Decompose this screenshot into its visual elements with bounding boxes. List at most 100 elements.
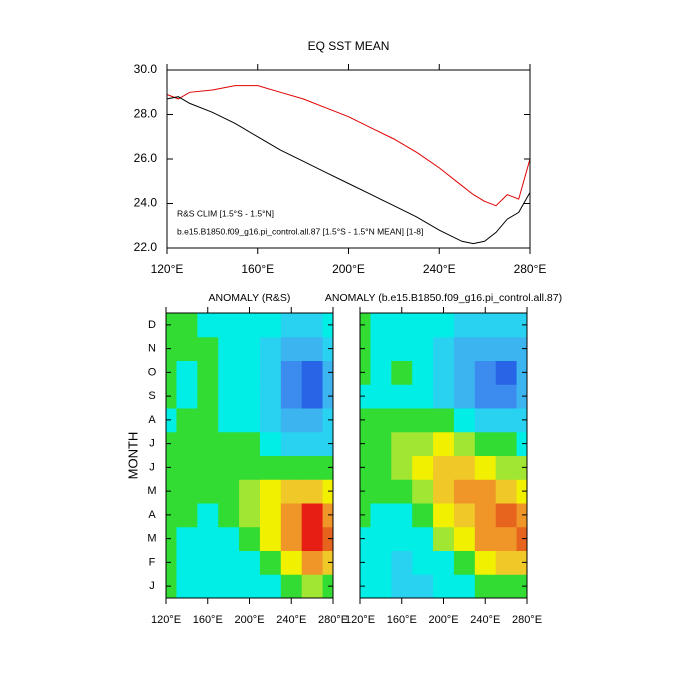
chart-title: ANOMALY (b.e15.B1850.f09_g16.pi_control.… — [325, 292, 562, 304]
x-tick-label: 200°E — [332, 262, 365, 276]
contour-cell — [280, 431, 303, 456]
contour-cell — [176, 408, 198, 433]
y-tick-label: M — [147, 533, 156, 545]
x-tick-label: 200°E — [234, 614, 264, 626]
contour-cell — [166, 360, 177, 385]
y-tick-label: 28.0 — [134, 107, 158, 121]
contour-cell — [218, 479, 240, 504]
contour-cell — [453, 336, 476, 361]
contour-cell — [391, 503, 413, 528]
contour-cell — [412, 550, 434, 575]
contour-cell — [301, 384, 324, 409]
contour-cell — [218, 550, 240, 575]
contour-cell — [433, 455, 455, 480]
contour-cell — [391, 313, 413, 338]
contour-cell — [218, 431, 240, 456]
y-tick-label: J — [149, 438, 155, 450]
contour-cell — [259, 550, 282, 575]
contour-cell — [433, 550, 455, 575]
contour-cell — [433, 408, 455, 433]
contour-cell — [495, 408, 518, 433]
x-tick-label: 240°E — [470, 614, 500, 626]
contour-cell — [453, 313, 476, 338]
contour-cell — [412, 455, 434, 480]
plot-frame — [165, 312, 334, 599]
contour-cell — [166, 336, 177, 361]
contour-cell — [495, 313, 518, 338]
contour-cell — [280, 550, 303, 575]
x-tick-label: 160°E — [241, 262, 274, 276]
x-tick-label: 240°E — [276, 614, 306, 626]
plot-frame — [359, 312, 528, 599]
contour-cell — [453, 455, 476, 480]
contour-cell — [453, 360, 476, 385]
contour-cell — [391, 574, 413, 599]
contour-cell — [259, 313, 282, 338]
contour-cell — [301, 526, 324, 551]
contour-cell — [301, 431, 324, 456]
plot-frame — [166, 69, 531, 249]
contour-cell — [218, 503, 240, 528]
contour-cell — [433, 360, 455, 385]
x-tick-label: 160°E — [193, 614, 223, 626]
contour-cell — [280, 479, 303, 504]
contour-cell — [176, 313, 198, 338]
contour-cell — [453, 431, 476, 456]
contour-cell — [280, 313, 303, 338]
contour-cell — [360, 526, 371, 551]
contour-cell — [239, 313, 261, 338]
contour-cell — [259, 360, 282, 385]
contour-cell — [453, 384, 476, 409]
contour-cell — [495, 479, 518, 504]
contour-cell — [391, 431, 413, 456]
contour-cell — [474, 408, 497, 433]
series-line — [166, 96, 531, 245]
contour-cell — [166, 574, 177, 599]
contour-cell — [259, 336, 282, 361]
contour-cell — [218, 360, 240, 385]
contour-cell — [218, 313, 240, 338]
contour-cell — [474, 455, 497, 480]
contour-cell — [166, 503, 177, 528]
contour-cell — [176, 336, 198, 361]
contour-cell — [176, 431, 198, 456]
contour-cell — [433, 503, 455, 528]
contour-cell — [370, 313, 392, 338]
contour-cell — [391, 479, 413, 504]
contour-cell — [280, 455, 303, 480]
contour-cell — [280, 384, 303, 409]
contour-cell — [239, 431, 261, 456]
contour-cell — [239, 360, 261, 385]
contour-cell — [453, 408, 476, 433]
contour-cell — [280, 574, 303, 599]
contour-cell — [412, 503, 434, 528]
contour-cell — [166, 431, 177, 456]
contour-cell — [412, 479, 434, 504]
contour-cell — [370, 431, 392, 456]
contour-cell — [280, 360, 303, 385]
contour-cell — [360, 360, 371, 385]
contour-cell — [495, 503, 518, 528]
contour-cell — [360, 479, 371, 504]
contour-cell — [280, 503, 303, 528]
contour-cell — [412, 526, 434, 551]
contour-cell — [166, 479, 177, 504]
contour-cell — [391, 455, 413, 480]
contour-cell — [412, 360, 434, 385]
contour-cell — [391, 526, 413, 551]
contour-cell — [197, 526, 219, 551]
contour-cell — [218, 455, 240, 480]
x-tick-label: 120°E — [345, 614, 375, 626]
contour-cell — [176, 503, 198, 528]
contour-cell — [360, 574, 371, 599]
contour-cell — [360, 550, 371, 575]
contour-cell — [166, 313, 177, 338]
contour-cell — [495, 550, 518, 575]
contour-cell — [370, 360, 392, 385]
contour-cell — [370, 503, 392, 528]
x-tick-label: 160°E — [387, 614, 417, 626]
contour-cell — [391, 360, 413, 385]
contour-cell — [495, 384, 518, 409]
contour-cell — [218, 526, 240, 551]
contour-cell — [301, 574, 324, 599]
